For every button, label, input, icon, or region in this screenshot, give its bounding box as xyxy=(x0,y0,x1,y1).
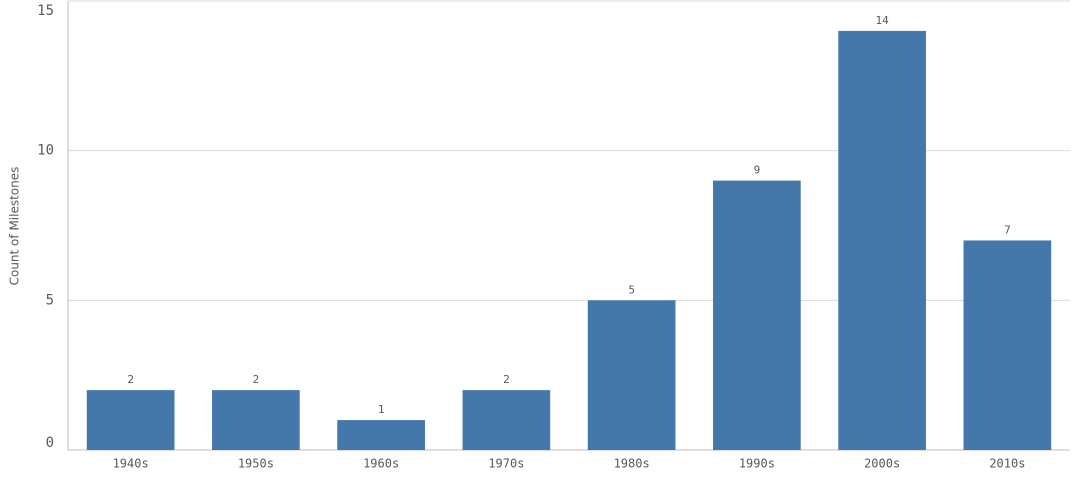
x-tick-label: 1980s xyxy=(614,457,650,471)
bar xyxy=(212,390,300,450)
x-tick-label: 2000s xyxy=(864,457,900,471)
data-label: 2 xyxy=(503,373,510,386)
bar xyxy=(963,240,1052,450)
y-tick-label: 5 xyxy=(46,292,54,308)
data-label: 5 xyxy=(628,283,635,296)
data-label: 1 xyxy=(378,403,385,416)
data-label: 14 xyxy=(876,14,890,27)
data-label: 9 xyxy=(754,164,761,177)
x-tick-label: 1990s xyxy=(739,457,775,471)
x-tick-label: 1940s xyxy=(113,457,149,471)
x-tick-label: 1960s xyxy=(363,457,399,471)
bar xyxy=(838,30,926,451)
y-axis-title: Count of Milestones xyxy=(8,167,22,286)
x-tick-label: 1950s xyxy=(238,457,274,471)
data-label: 2 xyxy=(127,373,134,386)
bar xyxy=(337,420,425,450)
x-tick-label: 2010s xyxy=(989,457,1025,471)
x-tick-label: 1970s xyxy=(488,457,524,471)
bar xyxy=(86,390,175,450)
data-label: 2 xyxy=(253,373,260,386)
y-tick-label: 15 xyxy=(37,3,54,19)
bar xyxy=(587,300,676,450)
y-tick-label: 10 xyxy=(37,143,54,159)
y-tick-label: 0 xyxy=(46,435,54,451)
bar xyxy=(713,180,801,450)
data-label: 7 xyxy=(1004,223,1011,236)
bar xyxy=(462,390,551,450)
